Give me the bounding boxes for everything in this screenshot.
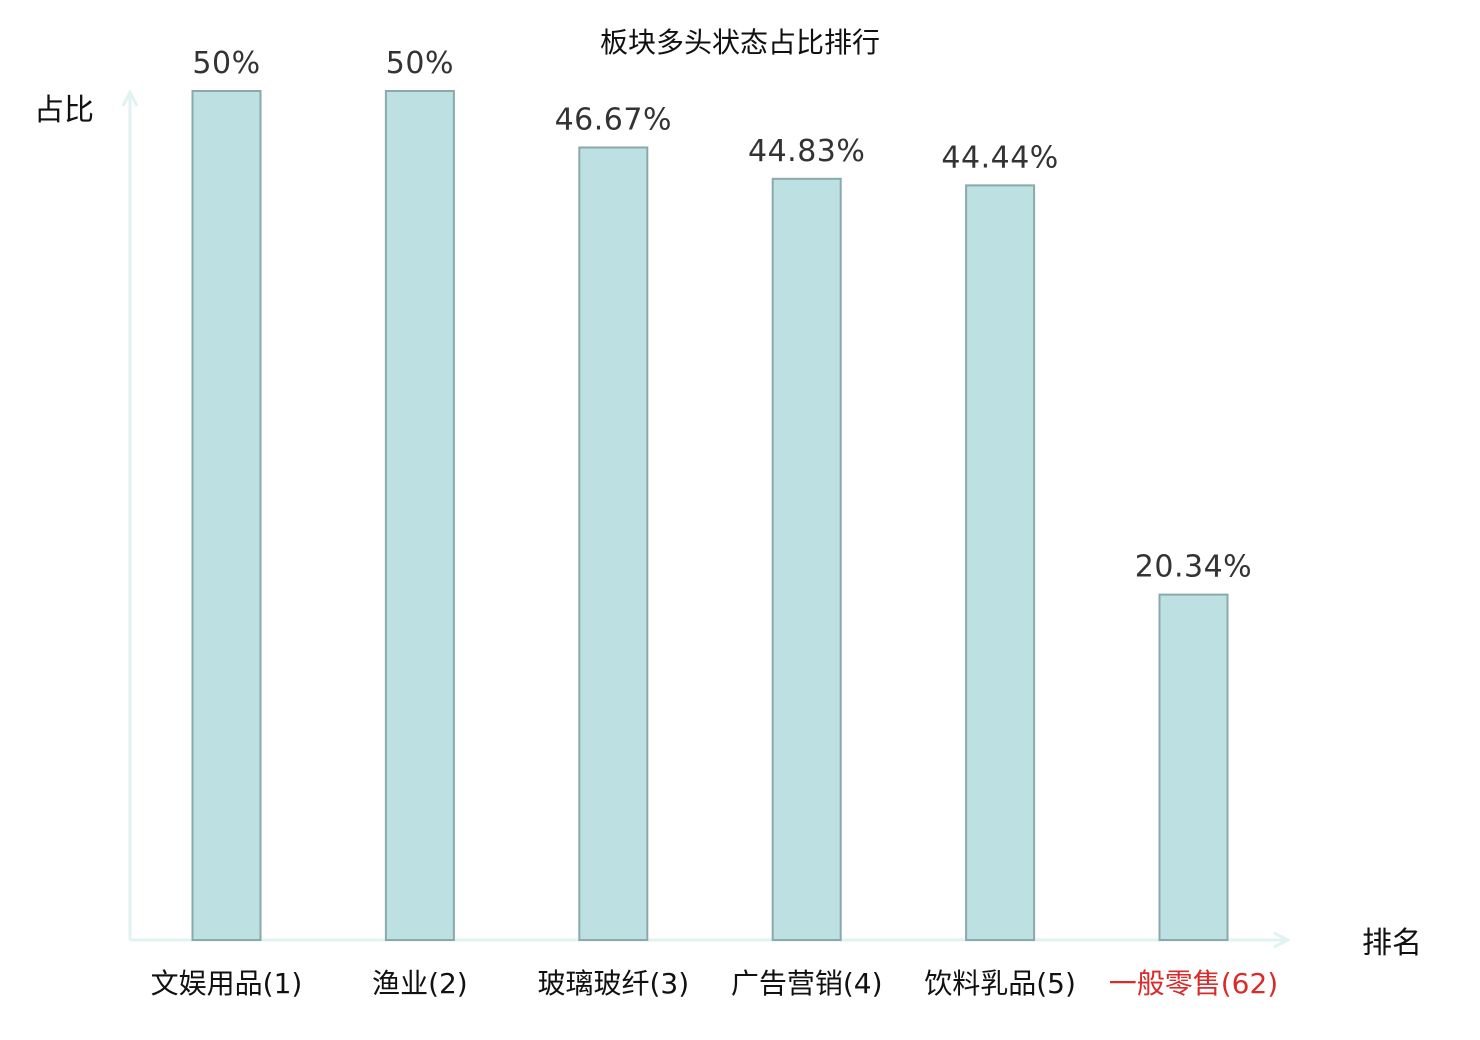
x-tick-label-1: 文娱用品(1) — [151, 967, 303, 1000]
bar-6 — [1158, 593, 1229, 941]
bar-3 — [578, 146, 649, 941]
bar-4 — [771, 177, 842, 942]
y-axis-label: 占比 — [34, 93, 94, 128]
chart-title: 板块多头状态占比排行 — [600, 26, 880, 59]
x-tick-label-3: 玻璃玻纤(3) — [537, 967, 689, 1000]
value-label-3: 46.67% — [555, 103, 672, 138]
bar-1 — [191, 90, 262, 941]
tick-labels-layer: 文娱用品(1) 渔业(2) 玻璃玻纤(3) 广告营销(4) 饮料乳品(5) 一般零售(62… — [151, 967, 1279, 1000]
bars-layer — [191, 90, 1229, 942]
bar-2 — [384, 90, 455, 941]
x-tick-label-5: 饮料乳品(5) — [924, 967, 1076, 1000]
x-tick-label-6: 一般零售(62) — [1109, 967, 1278, 1000]
value-label-1: 50% — [192, 46, 260, 81]
x-tick-label-2: 渔业(2) — [372, 967, 468, 1000]
value-label-5: 44.44% — [941, 140, 1058, 175]
value-label-6: 20.34% — [1135, 550, 1252, 585]
value-label-4: 44.83% — [748, 134, 865, 169]
x-tick-label-4: 广告营销(4) — [731, 967, 883, 1000]
value-label-2: 50% — [386, 46, 454, 81]
value-labels-layer: 50% 50% 46.67% 44.83% 44.44% 20.34% — [192, 46, 1252, 585]
x-axis-label: 排名 — [1362, 926, 1422, 961]
bar-5 — [965, 184, 1036, 941]
